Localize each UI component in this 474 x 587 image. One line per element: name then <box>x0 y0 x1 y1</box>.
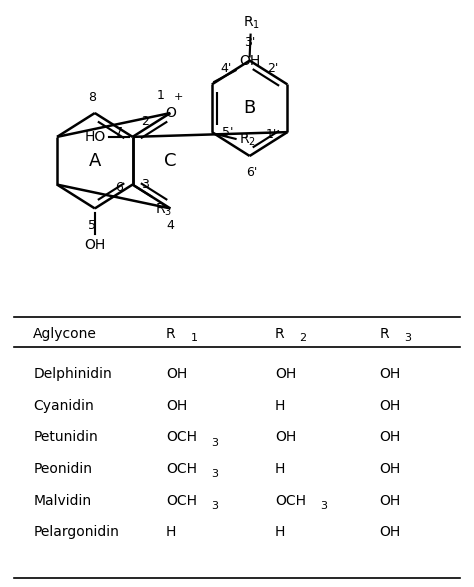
Text: OCH: OCH <box>166 462 197 476</box>
Text: 3': 3' <box>244 36 255 49</box>
Text: Peonidin: Peonidin <box>33 462 92 476</box>
Text: Cyanidin: Cyanidin <box>33 399 94 413</box>
Text: H: H <box>275 462 285 476</box>
Text: 8: 8 <box>89 91 96 104</box>
Text: OH: OH <box>379 399 401 413</box>
Text: OH: OH <box>379 430 401 444</box>
Text: Petunidin: Petunidin <box>33 430 98 444</box>
Text: 3: 3 <box>211 501 218 511</box>
Text: OCH: OCH <box>166 494 197 508</box>
Text: Pelargonidin: Pelargonidin <box>33 525 119 539</box>
Text: 2': 2' <box>267 62 279 75</box>
Text: B: B <box>244 99 256 117</box>
Text: 1: 1 <box>191 333 198 343</box>
Text: OH: OH <box>84 238 105 252</box>
Text: H: H <box>166 525 176 539</box>
Text: OH: OH <box>379 525 401 539</box>
Text: R: R <box>379 327 389 341</box>
Text: HO: HO <box>84 130 106 144</box>
Text: OH: OH <box>275 367 296 381</box>
Text: H: H <box>275 525 285 539</box>
Text: 5': 5' <box>222 126 234 139</box>
Text: Malvidin: Malvidin <box>33 494 91 508</box>
Text: 6: 6 <box>115 181 123 194</box>
Text: OH: OH <box>166 367 187 381</box>
Text: 3: 3 <box>211 469 218 479</box>
Text: 7: 7 <box>115 126 123 139</box>
Text: 2: 2 <box>141 114 149 127</box>
Text: OCH: OCH <box>166 430 197 444</box>
Text: OH: OH <box>166 399 187 413</box>
Text: O: O <box>165 106 176 120</box>
Text: R$_2$: R$_2$ <box>239 131 256 148</box>
Text: 3: 3 <box>211 438 218 448</box>
Text: OH: OH <box>379 462 401 476</box>
Text: 4': 4' <box>220 62 232 75</box>
Text: 6': 6' <box>246 166 258 180</box>
Text: Delphinidin: Delphinidin <box>33 367 112 381</box>
Text: A: A <box>89 152 101 170</box>
Text: R$_3$: R$_3$ <box>155 202 172 218</box>
Text: OH: OH <box>379 367 401 381</box>
Text: H: H <box>275 399 285 413</box>
Text: 1': 1' <box>265 128 277 141</box>
Text: R: R <box>275 327 284 341</box>
Text: 2: 2 <box>300 333 307 343</box>
Text: R$_1$: R$_1$ <box>244 15 261 31</box>
Text: 5: 5 <box>89 219 96 232</box>
Text: Aglycone: Aglycone <box>33 327 97 341</box>
Text: 1: 1 <box>157 89 164 102</box>
Text: OH: OH <box>379 494 401 508</box>
Text: OCH: OCH <box>275 494 306 508</box>
Text: C: C <box>164 152 177 170</box>
Text: OH: OH <box>239 54 260 68</box>
Text: R: R <box>166 327 175 341</box>
Text: +: + <box>174 92 183 102</box>
Text: 3: 3 <box>320 501 327 511</box>
Text: 4: 4 <box>166 219 174 232</box>
Text: OH: OH <box>275 430 296 444</box>
Text: 3: 3 <box>141 178 149 191</box>
Text: 3: 3 <box>404 333 411 343</box>
